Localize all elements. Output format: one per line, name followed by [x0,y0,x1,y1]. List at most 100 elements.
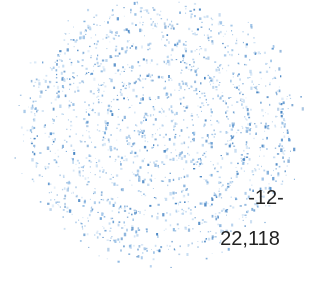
speckle [56,82,58,83]
speckle [86,184,88,186]
speckle [190,212,192,214]
speckle [194,3,196,5]
speckle [117,55,118,56]
speckle [84,101,86,103]
speckle [45,133,47,134]
speckle [263,115,264,116]
speckle [175,192,177,194]
speckle [60,59,61,61]
speckle [120,89,121,90]
speckle [247,153,249,154]
speckle [58,204,59,205]
speckle [243,150,244,152]
speckle [222,43,224,44]
speckle [95,47,97,49]
speckle [86,121,88,124]
speckle [137,3,138,5]
speckle [141,16,142,17]
speckle [30,97,31,99]
speckle [150,63,151,64]
speckle [235,43,237,45]
speckle [90,172,91,173]
speckle [230,80,232,83]
speckle [173,119,174,120]
speckle [269,67,270,68]
speckle [134,13,136,16]
speckle [134,82,136,84]
speckle [76,196,77,197]
speckle [91,73,93,75]
speckle [154,25,156,27]
speckle [97,236,99,238]
speckle [36,79,38,81]
speckle [92,109,94,111]
speckle [274,176,275,177]
speckle [260,53,261,54]
speckle [186,188,188,190]
speckle [146,59,148,61]
speckle [93,70,94,71]
speckle [232,181,234,182]
speckle [204,93,206,94]
speckle [178,90,180,91]
speckle [78,199,80,202]
speckle [192,31,193,32]
speckle [236,167,237,168]
speckle [124,221,125,223]
speckle [89,154,91,157]
speckle [137,130,139,132]
speckle [246,217,247,218]
speckle [242,31,244,32]
speckle [159,128,160,129]
speckle [141,135,143,138]
speckle [248,22,249,23]
speckle [193,168,195,169]
speckle [130,137,131,139]
speckle [167,19,168,21]
speckle [150,114,152,116]
speckle [194,70,196,73]
speckle [201,27,203,28]
speckle [69,209,71,212]
speckle [139,211,141,214]
speckle [215,216,216,217]
speckle [231,197,232,198]
speckle [241,99,242,100]
speckle [252,170,254,173]
speckle [94,146,96,148]
speckle [139,77,140,78]
speckle [141,256,143,259]
speckle [222,25,223,26]
speckle [170,93,172,95]
speckle [51,68,53,71]
speckle [159,14,160,16]
speckle [134,2,136,5]
speckle [82,217,83,218]
speckle [124,210,126,212]
speckle [99,65,101,67]
speckle [67,48,69,51]
speckle [70,121,72,123]
speckle [198,222,200,225]
speckle [165,81,166,83]
speckle [193,138,195,142]
speckle [87,181,88,183]
speckle [192,218,194,220]
speckle [192,132,194,134]
speckle [167,148,169,149]
speckle [141,7,143,8]
speckle [47,147,49,151]
speckle [187,85,188,86]
speckle [69,105,71,107]
speckle [99,233,101,235]
speckle [208,137,209,138]
speckle [77,160,79,162]
speckle [177,43,178,44]
speckle [294,179,295,180]
speckle [196,49,197,50]
speckle [38,80,40,82]
speckle [179,98,181,100]
speckle [139,102,141,104]
speckle [234,113,235,114]
speckle [217,224,219,226]
